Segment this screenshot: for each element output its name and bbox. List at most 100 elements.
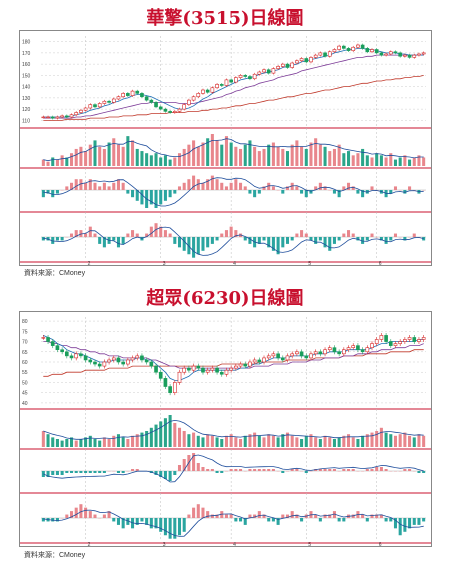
macd-bar — [403, 190, 407, 194]
lower-bar — [154, 518, 158, 529]
volume-ma-line — [43, 138, 424, 162]
volume-bar — [257, 151, 261, 166]
macd-bar — [112, 182, 116, 190]
candle-body — [182, 367, 187, 373]
volume-bar — [267, 434, 271, 447]
lower-bar — [116, 237, 120, 248]
macd-bar — [173, 471, 177, 475]
macd-bar — [69, 182, 74, 190]
lower-bar — [285, 514, 290, 518]
volume-bar — [168, 159, 172, 166]
volume-bar — [182, 431, 186, 447]
lower-bar — [41, 237, 45, 241]
candle-body — [370, 49, 374, 53]
macd-bar — [88, 471, 92, 473]
macd-bar — [248, 190, 252, 194]
volume-bar — [304, 435, 308, 447]
x-tick-label: 2 — [88, 261, 91, 266]
lower-bar — [126, 518, 130, 525]
volume-bar — [370, 157, 374, 166]
macd-bar — [422, 471, 426, 473]
lower-bar — [74, 507, 78, 518]
lower-bar — [328, 237, 332, 251]
candle-body — [60, 349, 64, 353]
candle-body — [196, 365, 201, 369]
macd-bar — [135, 190, 139, 201]
volume-bar — [55, 159, 59, 166]
candle-body — [318, 52, 323, 56]
lower-bar — [173, 518, 177, 539]
lower-bar — [135, 518, 139, 525]
candle-body — [234, 77, 238, 83]
volume-bar — [51, 437, 55, 447]
lower-bar — [375, 514, 379, 518]
macd-bar — [187, 179, 191, 190]
lower-bar — [182, 518, 186, 532]
y-tick-label: 170 — [22, 51, 31, 57]
y-tick-label: 120 — [22, 107, 31, 113]
macd-bar — [154, 471, 158, 475]
x-tick-label: 2 — [88, 542, 91, 547]
candle-body — [243, 75, 248, 77]
volume-bar — [74, 440, 78, 447]
macd-bar — [196, 463, 200, 471]
candle-body — [276, 353, 280, 359]
macd-bar — [253, 190, 257, 198]
candle-body — [205, 369, 210, 373]
candle-body — [360, 349, 365, 353]
volume-bar — [318, 439, 322, 447]
volume-bar — [98, 440, 102, 447]
ma-long-line — [43, 75, 424, 121]
lower-bar — [342, 518, 346, 522]
lower-bar — [84, 233, 88, 237]
volume-bar — [379, 155, 383, 166]
lower-bar — [318, 518, 322, 522]
lower-bar — [163, 518, 167, 536]
volume-bar — [253, 432, 257, 447]
volume-bar — [248, 140, 252, 166]
candle-body — [412, 337, 417, 342]
candle-body — [257, 359, 262, 363]
candle-body — [149, 361, 154, 367]
macd-bar — [131, 469, 135, 471]
macd-bar — [337, 190, 341, 198]
volume-bar — [116, 144, 120, 166]
lower-bar — [173, 237, 177, 244]
macd-bar — [379, 467, 383, 471]
volume-bar — [60, 440, 64, 447]
macd-bar — [361, 190, 365, 198]
volume-bar — [389, 434, 393, 447]
macd-bar — [65, 186, 69, 190]
macd-bar — [332, 190, 336, 194]
candle-body — [224, 369, 229, 375]
candle-body — [191, 96, 196, 101]
volume-bar — [65, 439, 69, 447]
candle-body — [55, 116, 60, 119]
volume-bar — [224, 136, 228, 166]
macd-bar — [290, 182, 294, 190]
macd-bar — [206, 179, 210, 190]
macd-bar — [295, 186, 299, 190]
candle-body — [111, 98, 116, 103]
volume-bar — [300, 439, 304, 447]
macd-bar — [102, 182, 106, 190]
volume-bar — [295, 437, 299, 447]
volume-bar — [257, 435, 261, 447]
lower-bar — [196, 237, 200, 255]
y-tick-label: 75 — [22, 329, 28, 335]
volume-bar — [285, 432, 290, 447]
macd-bar — [46, 190, 50, 194]
candle-body — [126, 93, 130, 96]
candle-body — [102, 361, 107, 367]
macd-bar — [314, 186, 318, 190]
volume-bar — [271, 435, 275, 447]
volume-bar — [365, 155, 369, 166]
volume-bar — [88, 144, 92, 166]
macd-bar — [168, 190, 172, 198]
macd-bar — [323, 469, 327, 471]
volume-bar — [224, 435, 228, 447]
lower-bar — [314, 237, 318, 244]
lower-bar — [403, 237, 407, 241]
lower-bar — [276, 237, 280, 255]
volume-bar — [140, 151, 144, 166]
